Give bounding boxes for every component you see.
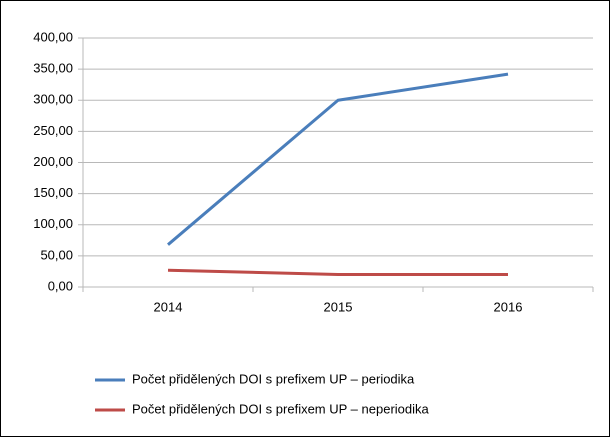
y-tick-label: 100,00	[33, 216, 73, 231]
y-tick-label: 300,00	[33, 92, 73, 107]
series-line	[167, 72, 509, 246]
y-tick-label: 150,00	[33, 185, 73, 200]
legend-label: Počet přidělených DOI s prefixem UP – ne…	[132, 401, 430, 416]
series-line	[167, 268, 508, 277]
y-tick-label: 400,00	[33, 29, 73, 44]
y-tick-label: 0,00	[48, 278, 73, 293]
legend-label: Počet přidělených DOI s prefixem UP – pe…	[132, 371, 415, 386]
y-tick-label: 200,00	[33, 154, 73, 169]
x-tick-label: 2014	[154, 299, 183, 314]
x-tick-label: 2015	[324, 299, 353, 314]
y-tick-label: 50,00	[40, 247, 73, 262]
y-tick-label: 350,00	[33, 61, 73, 76]
y-tick-label: 250,00	[33, 123, 73, 138]
x-tick-label: 2016	[494, 299, 523, 314]
